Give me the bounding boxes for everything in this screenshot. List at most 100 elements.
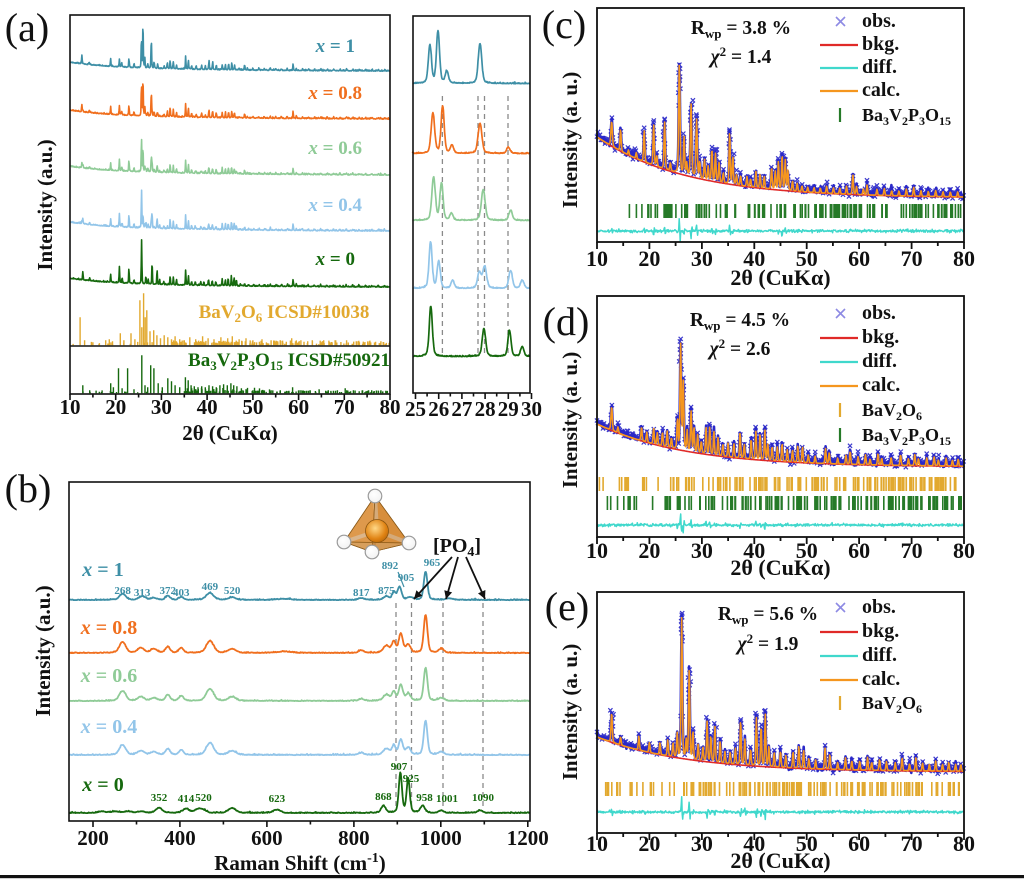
svg-text:313: 313 [134,587,151,599]
svg-text:30: 30 [691,246,713,271]
svg-text:70: 70 [901,538,923,563]
svg-text:Intensity (a.u.): Intensity (a.u.) [33,139,57,270]
svg-text:26: 26 [428,397,449,421]
svg-text:20: 20 [638,538,660,563]
svg-text:80: 80 [380,395,401,419]
svg-text:BaV2​O6​: BaV2​O6​ [862,400,922,423]
svg-text:x = 0.8: x = 0.8 [307,83,362,104]
svg-text:25: 25 [405,397,426,421]
svg-text:70: 70 [334,395,355,419]
svg-text:Intensity (a. u.): Intensity (a. u.) [558,72,582,209]
svg-text:1090: 1090 [472,792,495,804]
svg-text:(a): (a) [5,5,49,50]
svg-text:20: 20 [638,246,660,271]
svg-text:520: 520 [224,585,241,597]
svg-text:80: 80 [953,538,975,563]
svg-text:800: 800 [338,826,370,850]
svg-text:469: 469 [202,581,219,593]
svg-text:70: 70 [901,246,923,271]
svg-text:(d): (d) [543,299,590,344]
svg-text:Ba3​V2​P3​O15​: Ba3​V2​P3​O15​ [862,105,951,128]
svg-text:958: 958 [416,792,433,804]
svg-text:20: 20 [638,831,660,856]
svg-text:50: 50 [242,395,263,419]
svg-text:623: 623 [269,793,286,805]
svg-text:obs.: obs. [862,302,896,324]
svg-text:Rwp​ = 3.8 %: Rwp​ = 3.8 % [691,18,791,41]
svg-text:40: 40 [743,831,765,856]
svg-text:600: 600 [251,826,283,850]
svg-text:40: 40 [743,246,765,271]
svg-text:BaV2​O6​ ICSD#10038: BaV2​O6​ ICSD#10038 [199,302,370,325]
svg-text:(e): (e) [545,584,589,629]
svg-text:60: 60 [848,538,870,563]
svg-text:817: 817 [353,587,370,599]
svg-text:calc.: calc. [862,668,900,690]
svg-text:2θ (CuKα): 2θ (CuKα) [730,555,830,580]
svg-text:1200: 1200 [507,826,549,850]
svg-text:(b): (b) [5,466,52,511]
svg-text:bkg.: bkg. [862,33,899,55]
svg-text:70: 70 [901,831,923,856]
svg-text:30: 30 [691,538,713,563]
svg-text:30: 30 [151,395,172,419]
svg-text:868: 868 [375,791,392,803]
svg-text:diff.: diff. [862,56,897,78]
svg-text:1001: 1001 [436,793,458,805]
svg-text:diff.: diff. [862,644,897,666]
svg-text:60: 60 [288,395,309,419]
svg-text:bkg.: bkg. [862,326,899,348]
svg-text:875: 875 [378,585,395,597]
svg-text:29: 29 [498,397,519,421]
svg-text:30: 30 [521,397,542,421]
svg-text:2θ (CuKα): 2θ (CuKα) [730,265,830,290]
svg-text:200: 200 [77,826,109,850]
svg-text:10: 10 [586,246,608,271]
svg-text:x = 0.4: x = 0.4 [80,716,137,738]
svg-text:30: 30 [691,831,713,856]
svg-text:414: 414 [178,793,195,805]
svg-text:Rwp​ = 5.6 %: Rwp​ = 5.6 % [718,604,818,627]
svg-text:352: 352 [151,792,168,804]
svg-text:10: 10 [586,831,608,856]
svg-text:1000: 1000 [420,826,462,850]
svg-text:40: 40 [743,538,765,563]
svg-text:x = 0.4: x = 0.4 [307,195,362,216]
svg-text:268: 268 [114,585,131,597]
svg-text:calc.: calc. [862,79,900,101]
svg-text:x = 1: x = 1 [315,36,355,57]
svg-text:2θ (CuKα): 2θ (CuKα) [182,421,278,445]
svg-text:x = 0: x = 0 [81,774,123,796]
svg-text:28: 28 [475,397,496,421]
svg-text:Rwp​ = 4.5 %: Rwp​ = 4.5 % [690,310,790,333]
svg-text:obs.: obs. [862,596,896,618]
svg-text:χ2 = 1.9: χ2 = 1.9 [735,631,799,655]
svg-text:60: 60 [848,246,870,271]
svg-text:403: 403 [173,587,190,599]
svg-text:372: 372 [160,585,177,597]
svg-text:20: 20 [105,395,126,419]
svg-text:925: 925 [403,773,420,785]
svg-text:χ2 = 1.4: χ2 = 1.4 [708,44,772,68]
svg-text:x = 0.6: x = 0.6 [80,665,137,687]
svg-text:400: 400 [164,826,196,850]
svg-text:(c): (c) [542,2,586,47]
svg-text:965: 965 [424,557,441,569]
svg-text:x = 0.8: x = 0.8 [80,617,137,639]
svg-text:10: 10 [586,538,608,563]
svg-text:40: 40 [197,395,218,419]
svg-text:Raman Shift (cm-1): Raman Shift (cm-1) [214,851,386,875]
svg-text:x = 0: x = 0 [315,249,355,270]
svg-text:χ2 = 2.6: χ2 = 2.6 [707,336,771,360]
svg-text:[PO4​]: [PO4​] [433,535,481,560]
svg-text:10: 10 [60,395,81,419]
svg-text:Intensity (a.u.): Intensity (a.u.) [31,585,55,716]
svg-text:60: 60 [848,831,870,856]
svg-text:2θ (CuKα): 2θ (CuKα) [730,848,830,873]
svg-text:80: 80 [953,831,975,856]
svg-text:Ba3​V2​P3​O15​: Ba3​V2​P3​O15​ [862,425,951,448]
svg-text:Intensity (a. u.): Intensity (a. u.) [558,644,582,781]
svg-text:x = 0.6: x = 0.6 [307,138,362,159]
svg-text:907: 907 [391,761,408,773]
svg-text:Intensity (a. u.): Intensity (a. u.) [558,352,582,489]
